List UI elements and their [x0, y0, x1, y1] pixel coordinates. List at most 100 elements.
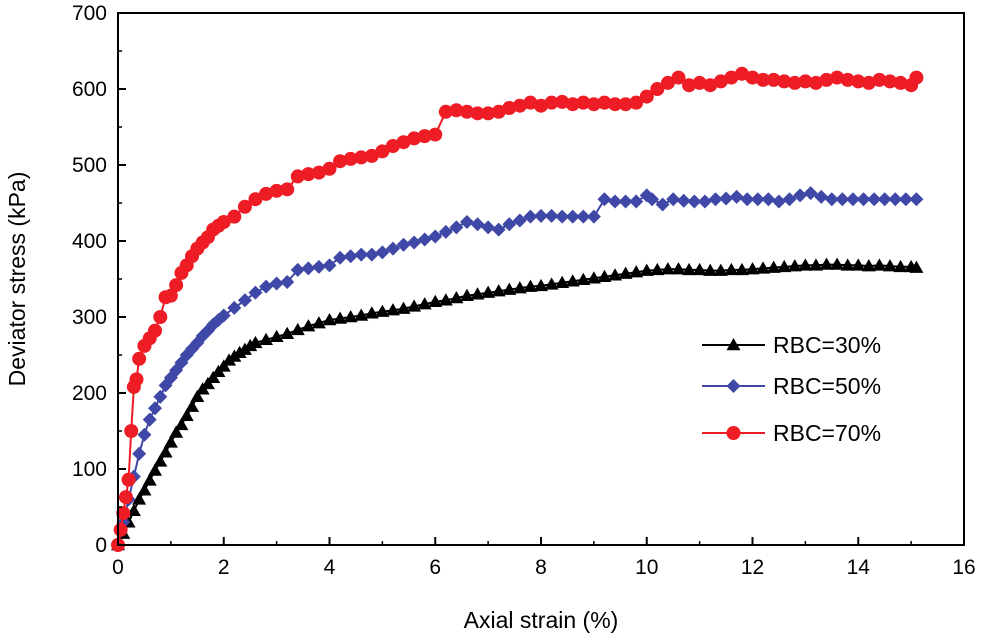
data-point: [269, 329, 284, 343]
data-point: [544, 95, 559, 110]
data-point: [671, 70, 686, 85]
data-point: [666, 192, 681, 207]
data-point: [565, 274, 580, 287]
data-point: [375, 304, 390, 317]
x-axis-title: Axial strain (%): [464, 607, 619, 633]
data-point: [645, 192, 660, 207]
data-point: [113, 522, 128, 537]
data-point: [608, 97, 623, 112]
data-point: [893, 75, 908, 90]
data-point: [311, 316, 326, 329]
data-point: [259, 279, 274, 294]
data-point: [280, 326, 295, 339]
data-point: [719, 191, 734, 206]
data-point: [137, 427, 152, 442]
legend-label: RBC=70%: [773, 420, 881, 446]
data-point: [523, 95, 538, 110]
data-point: [555, 275, 570, 289]
data-point: [169, 278, 184, 293]
data-point: [179, 408, 194, 422]
data-point: [396, 237, 411, 252]
data-point: [459, 288, 474, 301]
data-point: [269, 276, 284, 291]
x-tick-label: 4: [324, 556, 336, 579]
data-point: [586, 97, 601, 112]
data-point: [385, 139, 400, 153]
data-point: [867, 192, 882, 207]
data-point: [618, 194, 633, 209]
data-point: [417, 129, 432, 144]
data-point: [491, 104, 506, 119]
data-point: [375, 144, 390, 159]
data-point: [311, 165, 326, 180]
data-point: [185, 399, 200, 412]
legend-label: RBC=30%: [773, 332, 881, 358]
data-point: [655, 197, 670, 212]
data-point: [301, 261, 316, 276]
data-point: [354, 308, 369, 321]
legend-label: RBC=50%: [773, 373, 881, 399]
data-point: [814, 189, 829, 204]
data-point: [142, 473, 157, 486]
data-point: [259, 332, 274, 346]
data-point: [856, 192, 871, 207]
legend-marker: [726, 426, 741, 440]
data-point: [798, 74, 813, 89]
data-point: [756, 261, 771, 274]
data-point: [118, 490, 133, 505]
data-point: [851, 258, 866, 271]
data-point: [148, 401, 163, 416]
data-point: [354, 247, 369, 262]
data-point: [364, 306, 379, 319]
x-tick-label: 0: [112, 556, 124, 579]
data-point: [650, 82, 665, 96]
data-point: [555, 94, 570, 109]
data-point: [311, 259, 326, 274]
data-point: [692, 262, 707, 276]
x-tick-label: 14: [847, 556, 871, 579]
data-point: [333, 154, 348, 169]
data-point: [169, 425, 184, 438]
data-point: [555, 209, 570, 224]
data-point: [703, 263, 718, 276]
data-point: [861, 75, 876, 90]
data-point: [438, 224, 453, 239]
data-point: [148, 463, 163, 476]
y-tick-label: 700: [72, 2, 107, 25]
data-point: [576, 272, 591, 286]
data-point: [708, 192, 723, 207]
x-tick-label: 10: [635, 556, 658, 579]
data-point: [840, 258, 855, 271]
data-point: [470, 217, 485, 232]
x-tick-label: 16: [952, 556, 975, 579]
data-point: [227, 300, 242, 315]
data-point: [417, 232, 432, 247]
data-point: [608, 268, 623, 281]
data-point: [343, 151, 358, 166]
data-point: [872, 258, 887, 271]
data-point: [216, 308, 231, 323]
data-point: [428, 294, 443, 308]
data-point: [740, 192, 755, 207]
data-point: [153, 454, 168, 467]
y-tick-label: 400: [72, 230, 107, 253]
data-point: [576, 209, 591, 224]
data-point: [438, 293, 453, 306]
series-layer: [111, 66, 924, 552]
data-point: [682, 262, 697, 276]
data-point: [481, 285, 496, 298]
data-point: [502, 101, 517, 115]
data-point: [565, 209, 580, 224]
data-point: [163, 288, 178, 303]
data-point: [407, 131, 422, 146]
data-point: [354, 150, 369, 165]
data-point: [703, 78, 718, 93]
data-point: [888, 192, 903, 207]
data-point: [502, 217, 517, 232]
data-point: [534, 98, 548, 113]
data-point: [639, 263, 654, 276]
data-point: [190, 389, 205, 403]
data-point: [787, 259, 802, 272]
data-point: [290, 262, 305, 277]
data-point: [124, 424, 139, 438]
